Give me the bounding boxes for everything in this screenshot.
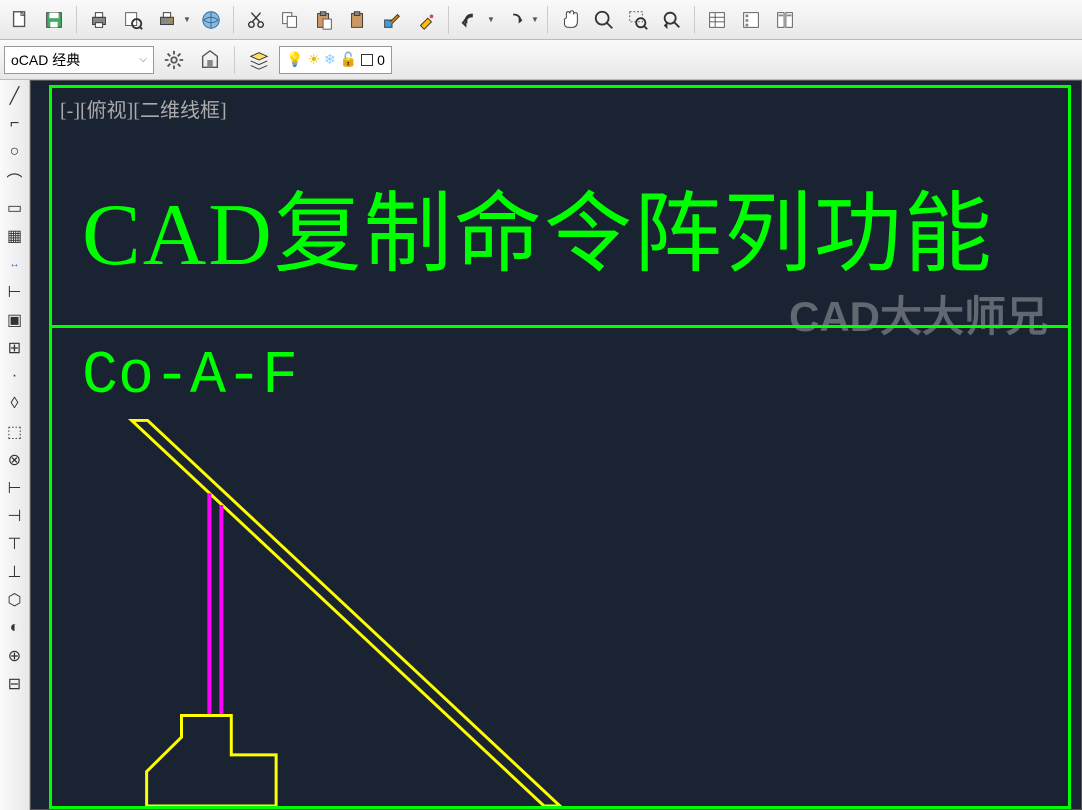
more-tool-5[interactable]: ⬡ <box>3 588 27 612</box>
draw-toolbar: ╱ ⌐ ○ ⌒ ▭ ▦ ↔ ⊢ ▣ ⊞ · ◊ ⬚ ⊗ ⊢ ⊣ ⊤ ⊥ ⬡ ◐ … <box>0 80 30 810</box>
settings-button[interactable] <box>158 44 190 76</box>
main-toolbar: ▼ ▼ ▼ <box>0 0 1082 40</box>
main-area: ╱ ⌐ ○ ⌒ ▭ ▦ ↔ ⊢ ▣ ⊞ · ◊ ⬚ ⊗ ⊢ ⊣ ⊤ ⊥ ⬡ ◐ … <box>0 80 1082 810</box>
watermark: CAD大大师兄 <box>789 283 1048 344</box>
cut-button[interactable] <box>240 4 272 36</box>
copy-button[interactable] <box>274 4 306 36</box>
dropdown-icon: ⌵ <box>139 54 147 65</box>
plot-button[interactable] <box>151 4 183 36</box>
region-tool[interactable]: ◊ <box>3 392 27 416</box>
divider-line <box>52 325 1068 328</box>
toolbar-separator <box>448 6 449 34</box>
save-button[interactable] <box>38 4 70 36</box>
command-text: Co-A-F <box>82 343 298 411</box>
table-tool[interactable]: ⊞ <box>3 336 27 360</box>
more-tool-1[interactable]: ⊢ <box>3 476 27 500</box>
lock-icon: 🔓 <box>340 51 357 68</box>
point-tool[interactable]: · <box>3 364 27 388</box>
dropdown-arrow[interactable]: ▼ <box>183 15 193 24</box>
zoom-previous-button[interactable] <box>656 4 688 36</box>
publish-button[interactable] <box>195 4 227 36</box>
toolbar-separator <box>234 46 235 74</box>
more-tool-4[interactable]: ⊥ <box>3 560 27 584</box>
layer-props-button[interactable] <box>243 44 275 76</box>
drawing-title: CAD复制命令阵列功能 <box>82 163 994 290</box>
workspace-toolbar: oCAD 经典 ⌵ 💡 ☀ ❄ 🔓 0 <box>0 40 1082 80</box>
properties-button[interactable] <box>701 4 733 36</box>
paste-button[interactable] <box>308 4 340 36</box>
toolbar-separator <box>547 6 548 34</box>
more-tool-8[interactable]: ⊟ <box>3 672 27 696</box>
workspace-selector[interactable]: oCAD 经典 ⌵ <box>4 46 154 74</box>
layer-selector[interactable]: 💡 ☀ ❄ 🔓 0 <box>279 46 392 74</box>
viewport-label: [-][俯视][二维线框] <box>60 94 227 123</box>
sun-icon: ☀ <box>307 51 320 68</box>
drawing-frame: [-][俯视][二维线框] CAD复制命令阵列功能 CAD大大师兄 Co-A-F <box>49 85 1071 809</box>
more-tool-7[interactable]: ⊕ <box>3 644 27 668</box>
dim-tool[interactable]: ⊢ <box>3 280 27 304</box>
tool-palettes-button[interactable] <box>769 4 801 36</box>
rectangle-tool[interactable]: ▭ <box>3 196 27 220</box>
wipeout-tool[interactable]: ⬚ <box>3 420 27 444</box>
toolbar-separator <box>233 6 234 34</box>
sheet-set-button[interactable] <box>735 4 767 36</box>
paste-block-button[interactable] <box>342 4 374 36</box>
dropdown-arrow[interactable]: ▼ <box>531 15 541 24</box>
new-file-button[interactable] <box>4 4 36 36</box>
block-editor-button[interactable] <box>410 4 442 36</box>
print-button[interactable] <box>83 4 115 36</box>
helix-tool[interactable]: ⊗ <box>3 448 27 472</box>
redo-button[interactable] <box>499 4 531 36</box>
zoom-button[interactable] <box>588 4 620 36</box>
line-tool[interactable]: ╱ <box>3 84 27 108</box>
hatch-tool[interactable]: ▦ <box>3 224 27 248</box>
arc-tool[interactable]: ⌒ <box>3 168 27 192</box>
print-preview-button[interactable] <box>117 4 149 36</box>
block-tool[interactable]: ▣ <box>3 308 27 332</box>
match-props-button[interactable] <box>376 4 408 36</box>
color-swatch <box>361 54 373 66</box>
freeze-icon: ❄ <box>324 51 336 68</box>
more-tool-2[interactable]: ⊣ <box>3 504 27 528</box>
more-tool-6[interactable]: ◐ <box>3 616 27 640</box>
lightbulb-icon: 💡 <box>286 51 303 68</box>
pan-button[interactable] <box>554 4 586 36</box>
circle-tool[interactable]: ○ <box>3 140 27 164</box>
undo-button[interactable] <box>455 4 487 36</box>
text-tool[interactable]: ↔ <box>3 252 27 276</box>
toolbar-separator <box>76 6 77 34</box>
drawing-canvas[interactable]: [-][俯视][二维线框] CAD复制命令阵列功能 CAD大大师兄 Co-A-F <box>30 80 1082 810</box>
toolbar-separator <box>694 6 695 34</box>
dropdown-arrow[interactable]: ▼ <box>487 15 497 24</box>
workspace-label: oCAD 经典 <box>11 50 80 70</box>
layer-name: 0 <box>377 52 385 68</box>
more-tool-3[interactable]: ⊤ <box>3 532 27 556</box>
zoom-window-button[interactable] <box>622 4 654 36</box>
polyline-tool[interactable]: ⌐ <box>3 112 27 136</box>
workspace-settings-button[interactable] <box>194 44 226 76</box>
